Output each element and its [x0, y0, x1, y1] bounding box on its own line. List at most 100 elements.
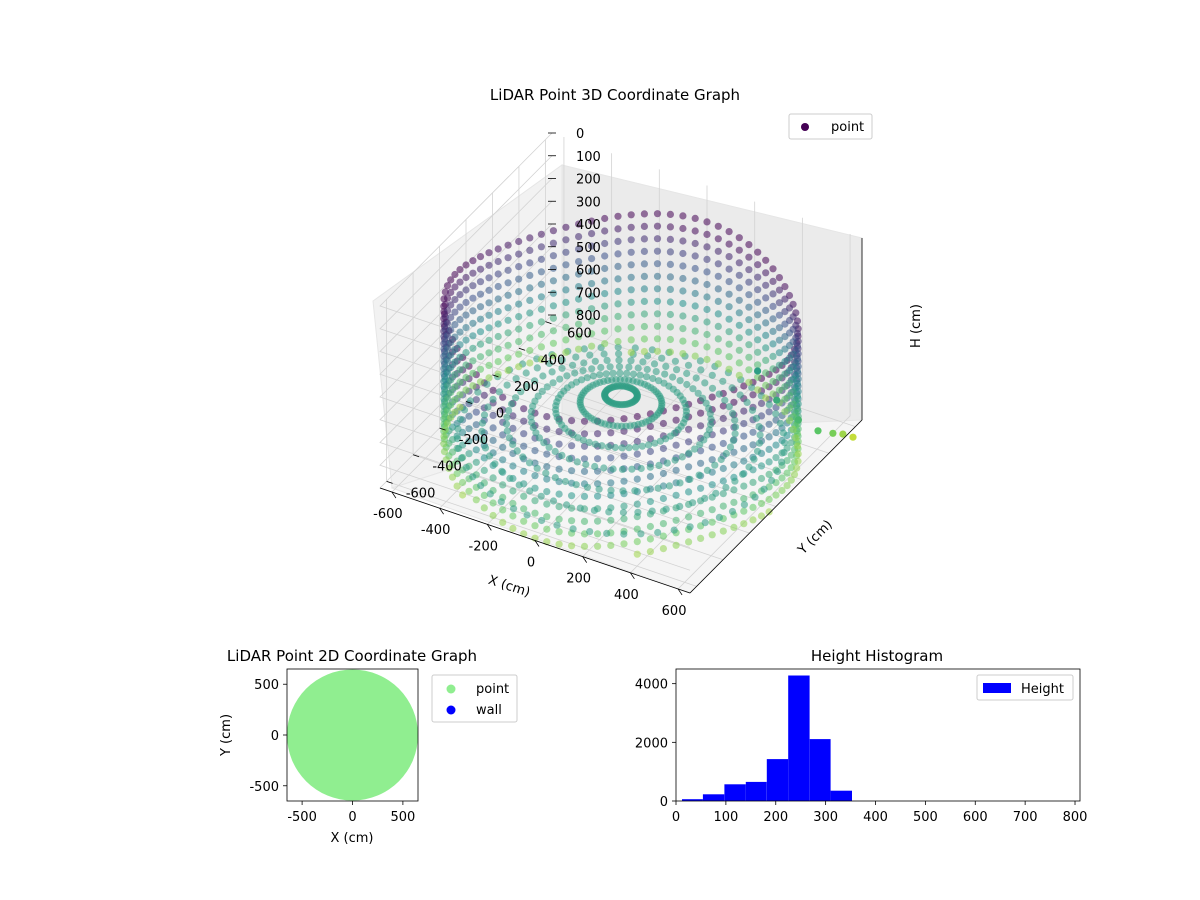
point-3d	[659, 469, 668, 478]
point-3d	[645, 441, 653, 449]
point-3d	[505, 434, 513, 442]
point-3d	[588, 330, 596, 338]
point-3d	[754, 348, 762, 356]
stray-point-3d	[794, 416, 803, 424]
point-3d	[494, 320, 502, 328]
point-3d	[627, 286, 635, 294]
point-3d	[745, 353, 753, 361]
point-3d	[640, 335, 649, 343]
point-3d	[653, 247, 662, 255]
point-3d	[679, 287, 687, 295]
point-3d	[594, 492, 602, 500]
point-3d	[503, 427, 511, 435]
point-3d	[443, 294, 452, 302]
point-3d	[637, 530, 645, 538]
point-3d	[462, 464, 470, 472]
point-3d	[440, 448, 449, 456]
point-3d	[753, 447, 762, 455]
point-3d	[535, 434, 544, 442]
point-3d	[588, 230, 596, 238]
point-3d	[537, 355, 546, 363]
point-3d	[575, 233, 583, 241]
point-3d	[649, 374, 657, 383]
point-3d	[789, 425, 797, 433]
point-3d	[707, 420, 715, 429]
point-3d	[740, 520, 748, 528]
y-tick-label-histogram: 0	[660, 795, 668, 810]
point-3d	[666, 235, 675, 243]
point-3d	[515, 288, 523, 296]
point-3d	[754, 323, 762, 331]
x-tick-label-histogram: 0	[672, 810, 680, 825]
point-3d	[703, 343, 711, 351]
point-3d	[660, 379, 668, 387]
point-3d	[754, 386, 762, 394]
point-3d	[685, 538, 693, 546]
point-3d	[755, 423, 763, 431]
y-tick-label-3d: 0	[496, 407, 504, 422]
point-3d	[776, 419, 785, 427]
point-3d	[627, 223, 635, 231]
point-3d	[462, 311, 470, 319]
point-3d	[480, 504, 488, 512]
h-tick-label-3d: 400	[576, 218, 601, 233]
point-3d	[509, 424, 517, 432]
histogram-bar	[745, 781, 767, 801]
point-3d	[442, 456, 450, 464]
x-tick-label-histogram: 800	[1063, 810, 1088, 825]
point-3d	[520, 405, 528, 413]
point-3d	[509, 524, 517, 533]
point-3d	[479, 436, 487, 444]
point-3d	[451, 371, 459, 379]
point-3d	[548, 368, 556, 376]
point-3d	[633, 412, 641, 421]
grid-line-h	[379, 155, 691, 435]
point-3d	[549, 327, 558, 335]
point-3d	[499, 456, 507, 464]
point-3d	[703, 255, 711, 263]
point-3d	[549, 497, 558, 505]
point-3d	[441, 338, 449, 346]
x-tick-label-histogram: 200	[763, 810, 788, 825]
point-3d	[571, 369, 579, 377]
point-3d	[714, 260, 722, 268]
point-3d	[749, 441, 757, 449]
point-3d	[634, 508, 642, 516]
point-3d	[441, 413, 449, 421]
point-3d	[703, 268, 711, 276]
point-3d	[640, 222, 649, 230]
point-3d	[537, 492, 545, 500]
point-3d	[509, 412, 517, 420]
point-3d	[627, 211, 635, 219]
point-3d	[537, 343, 546, 351]
point-3d	[691, 302, 699, 310]
point-3d	[678, 453, 686, 461]
point-3d	[694, 389, 702, 397]
point-3d	[740, 482, 748, 490]
point-3d	[633, 450, 641, 458]
point-3d	[451, 321, 459, 329]
point-3d	[769, 302, 777, 310]
point-3d	[697, 422, 705, 430]
point-3d	[456, 303, 464, 311]
point-3d	[549, 277, 558, 285]
point-3d	[615, 350, 623, 358]
point-3d	[443, 344, 452, 352]
point-3d	[601, 239, 609, 248]
point-3d	[666, 223, 675, 231]
x-tick-label-histogram: 300	[813, 810, 838, 825]
point-3d	[594, 517, 602, 525]
point-3d	[672, 491, 680, 499]
point-3d	[456, 328, 464, 336]
point-3d	[719, 439, 727, 448]
point-3d	[443, 394, 452, 402]
point-3d	[443, 382, 452, 390]
point-3d	[504, 341, 512, 349]
point-3d	[579, 436, 588, 444]
point-3d	[537, 280, 546, 288]
point-3d	[725, 228, 733, 236]
y-tick-label-3d: -600	[406, 486, 436, 501]
x-tick-3d	[391, 491, 397, 499]
point-3d	[703, 293, 711, 301]
point-3d	[655, 377, 663, 385]
